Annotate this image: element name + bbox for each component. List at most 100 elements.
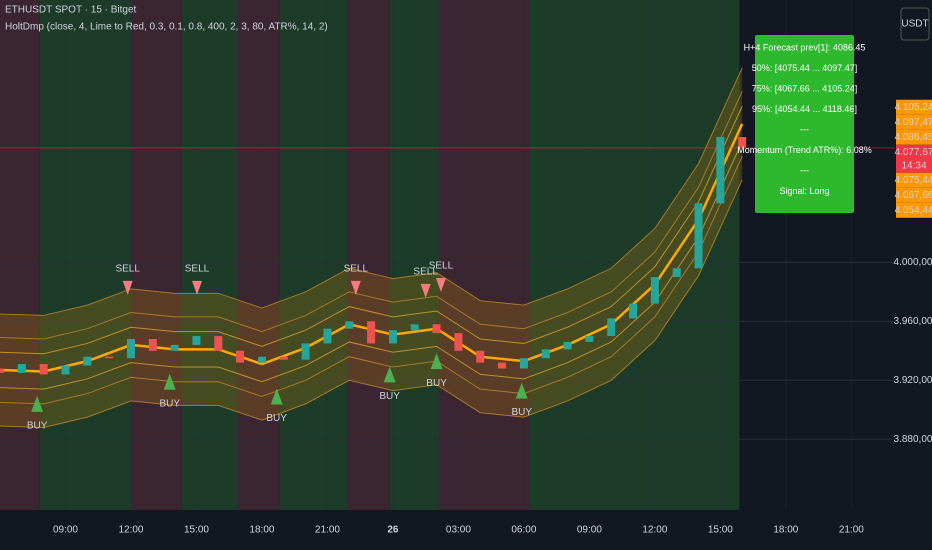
signal-label: SELL	[413, 266, 438, 277]
info-line: Momentum (Trend ATR%): 6.08%	[737, 145, 872, 155]
price-axis-bg	[895, 0, 932, 550]
info-line: Signal: Long	[779, 186, 829, 196]
price-tag-label: 4.054,44	[895, 205, 932, 216]
signal-region	[389, 0, 440, 510]
candle-body	[498, 362, 507, 369]
candle-body	[629, 303, 638, 319]
y-tick-label: 4.000,00	[894, 257, 932, 268]
x-tick-label: 21:00	[839, 525, 864, 536]
signal-region	[181, 0, 238, 510]
signal-label: SELL	[115, 264, 140, 275]
candle-body	[39, 364, 48, 375]
x-tick-label: 26	[387, 525, 399, 536]
x-tick-label: 06:00	[511, 525, 536, 536]
signal-region	[529, 0, 740, 510]
candle-body	[650, 277, 659, 304]
signal-region	[0, 0, 40, 510]
candle-body	[61, 365, 70, 375]
info-box	[755, 35, 854, 213]
signal-region	[39, 0, 133, 510]
y-tick-label: 3.880,00	[894, 434, 932, 445]
signal-marker	[163, 373, 176, 390]
x-tick-label: 15:00	[184, 525, 209, 536]
price-tag-label: 4.086,45	[895, 132, 932, 143]
candle-body	[148, 339, 157, 351]
candle-body	[367, 321, 376, 344]
candle-body	[214, 336, 223, 351]
price-tag-label: 4.077,67	[895, 147, 932, 158]
candle-body	[410, 324, 419, 331]
signal-label: SELL	[344, 264, 369, 275]
price-tag	[896, 187, 932, 203]
band-line	[0, 105, 743, 355]
price-tag	[896, 144, 932, 173]
signal-region	[237, 0, 280, 510]
band-line	[0, 156, 743, 405]
signal-marker	[270, 388, 283, 405]
candle-body	[738, 137, 747, 148]
signal-label: BUY	[27, 421, 48, 432]
price-tag-label: 4.105,24	[895, 102, 932, 113]
signal-label: SELL	[185, 264, 210, 275]
signal-region	[279, 0, 348, 510]
signal-label: BUY	[426, 378, 447, 389]
candle-body	[126, 339, 135, 359]
signal-marker	[515, 382, 528, 399]
candle-body	[83, 356, 92, 366]
candle-body	[301, 343, 310, 360]
currency-button[interactable]	[900, 7, 930, 41]
symbol-title: ETHUSDT SPOT · 15 · Bitget	[5, 5, 137, 16]
price-tag-label: 4.097,47	[895, 117, 932, 128]
signal-label: SELL	[429, 261, 454, 272]
candle-body	[323, 328, 332, 344]
y-tick-label: 3.960,00	[894, 316, 932, 327]
candle-body	[432, 324, 441, 334]
signal-label: BUY	[511, 407, 532, 418]
candle-body	[541, 349, 550, 359]
x-tick-label: 21:00	[315, 525, 340, 536]
info-line: ---	[800, 165, 809, 175]
signal-marker	[31, 395, 44, 412]
price-tag	[896, 202, 932, 218]
info-line: ---	[800, 124, 809, 134]
signal-marker	[122, 280, 133, 295]
candle-body	[279, 356, 288, 360]
price-tag	[896, 172, 932, 188]
price-tag-label: 4.075,44	[895, 175, 932, 186]
band-line	[0, 141, 743, 390]
indicator-title: HoltDmp (close, 4, Lime to Red, 0.3, 0.1…	[5, 22, 328, 33]
price-tag	[896, 99, 932, 115]
band-line	[0, 179, 743, 428]
candle-body	[192, 336, 201, 345]
signal-marker	[192, 280, 203, 295]
candle-body	[694, 203, 703, 269]
candle-body	[17, 364, 26, 373]
x-tick-label: 09:00	[53, 525, 78, 536]
plot-area	[0, 0, 895, 510]
x-tick-label: 03:00	[446, 525, 471, 536]
info-line: 50%: [4075.44 ... 4097.47]	[752, 63, 858, 73]
candle-body	[563, 341, 572, 350]
info-line: H+4 Forecast prev[1]: 4086.45	[744, 42, 866, 52]
candle-body	[519, 358, 528, 369]
candle-body	[0, 368, 4, 373]
candle-body	[585, 336, 594, 342]
signal-label: BUY	[159, 398, 180, 409]
candle-body	[672, 268, 681, 278]
candle-body	[170, 344, 179, 351]
candle-body	[236, 350, 245, 363]
info-line: 75%: [4067.66 ... 4105.24]	[752, 83, 858, 93]
band-line	[0, 91, 743, 340]
x-tick-label: 18:00	[249, 525, 274, 536]
currency-label[interactable]: USDT	[901, 19, 928, 30]
candle-body	[454, 333, 463, 351]
price-tag-label: 4.067,66	[895, 190, 932, 201]
band-fill	[0, 67, 743, 428]
signal-label: BUY	[379, 391, 400, 402]
candle-body	[716, 137, 725, 204]
y-tick-label: 3.920,00	[894, 375, 932, 386]
signal-region	[132, 0, 182, 510]
x-tick-label: 12:00	[118, 525, 143, 536]
info-line: 95%: [4054.44 ... 4118.46]	[752, 104, 857, 114]
